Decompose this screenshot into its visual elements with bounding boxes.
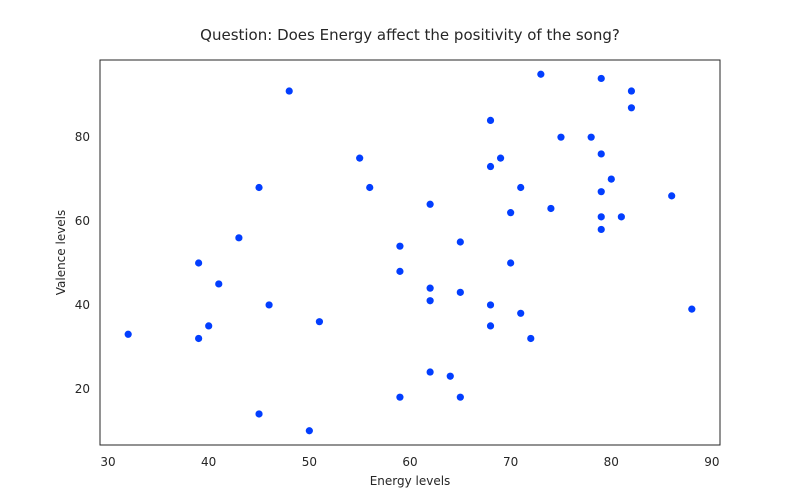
data-point (356, 154, 364, 162)
data-point (426, 297, 434, 305)
data-point (426, 284, 434, 292)
chart-title: Question: Does Energy affect the positiv… (200, 26, 620, 44)
data-point (195, 259, 203, 267)
data-point (285, 87, 293, 95)
data-point (507, 259, 515, 267)
x-tick-label: 30 (100, 455, 115, 469)
data-point (507, 209, 515, 217)
data-point (265, 301, 273, 309)
x-axis-label: Energy levels (370, 474, 451, 488)
data-point (597, 74, 605, 83)
data-point (195, 334, 203, 343)
data-point (527, 334, 535, 343)
data-point (688, 305, 696, 313)
y-tick-label: 60 (75, 214, 90, 228)
data-point (607, 175, 615, 183)
data-point (205, 322, 213, 330)
data-point (255, 183, 263, 192)
y-tick-label: 40 (75, 298, 90, 312)
data-point (627, 104, 636, 112)
data-point (486, 162, 495, 171)
data-point (396, 242, 404, 250)
y-axis-ticks: 20 40 60 80 (75, 130, 90, 396)
data-point (597, 150, 605, 158)
x-axis-ticks: 30 40 50 60 70 80 90 (100, 455, 719, 469)
y-axis-label: Valence levels (54, 210, 68, 296)
data-point (255, 410, 263, 418)
data-point (627, 87, 636, 95)
x-tick-label: 80 (604, 455, 619, 469)
x-tick-label: 60 (402, 455, 417, 469)
data-point (486, 301, 495, 309)
data-point (396, 267, 404, 275)
data-point (305, 427, 313, 435)
data-point (486, 116, 495, 124)
data-point (124, 330, 132, 338)
data-point (517, 309, 525, 317)
data-point (235, 234, 243, 242)
data-point (517, 183, 525, 192)
data-point (426, 368, 434, 376)
data-point (617, 213, 625, 221)
data-point (587, 133, 595, 141)
data-point (486, 322, 495, 330)
data-point (537, 70, 545, 78)
x-tick-label: 70 (503, 455, 518, 469)
y-tick-label: 20 (75, 382, 90, 396)
data-point (396, 393, 404, 401)
data-point (597, 188, 605, 196)
y-tick-label: 80 (75, 130, 90, 144)
data-point (668, 192, 676, 200)
data-point (215, 280, 223, 288)
data-point (496, 154, 505, 162)
data-point (456, 238, 464, 246)
data-point (547, 204, 555, 213)
data-point (315, 318, 324, 326)
data-points (124, 70, 696, 435)
x-tick-label: 50 (302, 455, 317, 469)
data-point (557, 133, 565, 141)
plot-area (99, 59, 721, 446)
data-point (456, 393, 464, 401)
data-point (426, 200, 434, 208)
data-point (597, 213, 605, 221)
data-point (456, 288, 464, 296)
data-point (366, 183, 374, 192)
data-point (597, 225, 605, 234)
data-point (446, 372, 454, 380)
x-tick-label: 90 (704, 455, 719, 469)
x-tick-label: 40 (201, 455, 216, 469)
